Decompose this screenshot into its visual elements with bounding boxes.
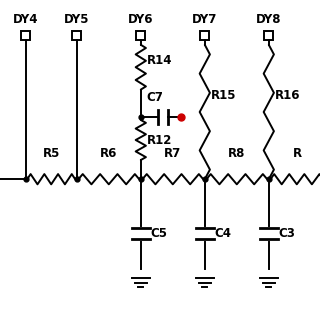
Text: C5: C5 [150,227,167,240]
Text: C3: C3 [278,227,295,240]
Text: R16: R16 [275,90,300,102]
Text: DY7: DY7 [192,13,218,26]
Text: R7: R7 [164,147,181,160]
Text: R5: R5 [43,147,60,160]
Text: R14: R14 [147,54,172,67]
Text: DY8: DY8 [256,13,282,26]
Text: R6: R6 [100,147,117,160]
Text: DY5: DY5 [64,13,90,26]
Text: R12: R12 [147,133,172,147]
Text: R: R [293,147,302,160]
Text: C7: C7 [147,91,164,104]
Text: R8: R8 [228,147,245,160]
Text: DY4: DY4 [13,13,38,26]
Text: R15: R15 [211,90,236,102]
Text: C4: C4 [214,227,231,240]
Text: DY6: DY6 [128,13,154,26]
